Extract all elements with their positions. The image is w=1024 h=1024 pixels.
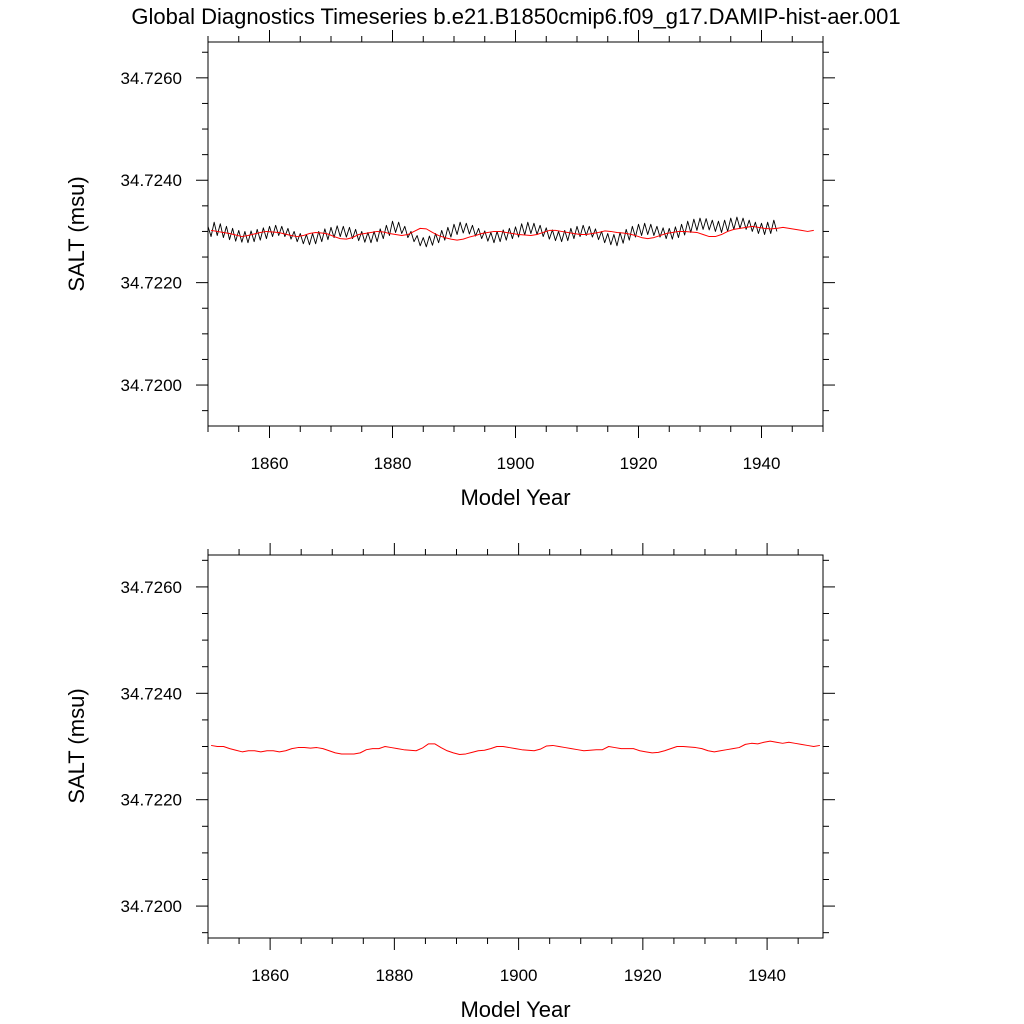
- bottom-y-tick-label: 34.7260: [121, 578, 182, 597]
- bottom-x-axis-label: Model Year: [460, 997, 570, 1022]
- top-series-monthly-line: [207, 216, 778, 248]
- bottom-y-tick-label: 34.7240: [121, 684, 182, 703]
- bottom-series-annual-line: [211, 740, 820, 755]
- figure-title: Global Diagnostics Timeseries b.e21.B185…: [131, 4, 900, 29]
- top-x-tick-label: 1900: [497, 454, 535, 473]
- top-y-tick-label: 34.7260: [121, 69, 182, 88]
- top-y-tick-label: 34.7240: [121, 171, 182, 190]
- top-x-tick-label: 1860: [251, 454, 289, 473]
- bottom-y-axis-label: SALT (msu): [64, 688, 89, 803]
- bottom-x-tick-label: 1880: [375, 966, 413, 985]
- top-y-axis-label: SALT (msu): [64, 176, 89, 291]
- top-panel: 1860 1880 1900 1920 1940 34.7200 34.7220 34.724…: [64, 30, 835, 510]
- bottom-x-tick-label: 1940: [748, 966, 786, 985]
- bottom-y-tick-label: 34.7200: [121, 897, 182, 916]
- bottom-x-tick-label: 1920: [624, 966, 662, 985]
- top-x-axis-label: Model Year: [460, 485, 570, 510]
- top-x-tick-label: 1920: [620, 454, 658, 473]
- bottom-x-tick-label: 1860: [251, 966, 289, 985]
- top-x-tick-label: 1880: [374, 454, 412, 473]
- bottom-panel: 1860 1880 1900 1920 1940 34.7200 34.7220 34.724…: [64, 543, 835, 1022]
- top-y-tick-label: 34.7200: [121, 376, 182, 395]
- bottom-y-tick-label: 34.7220: [121, 791, 182, 810]
- bottom-plot-frame: [207, 554, 824, 939]
- top-y-tick-label: 34.7220: [121, 274, 182, 293]
- bottom-x-tick-label: 1900: [500, 966, 538, 985]
- top-x-tick-label: 1940: [743, 454, 781, 473]
- top-series-annual-line: [210, 225, 814, 241]
